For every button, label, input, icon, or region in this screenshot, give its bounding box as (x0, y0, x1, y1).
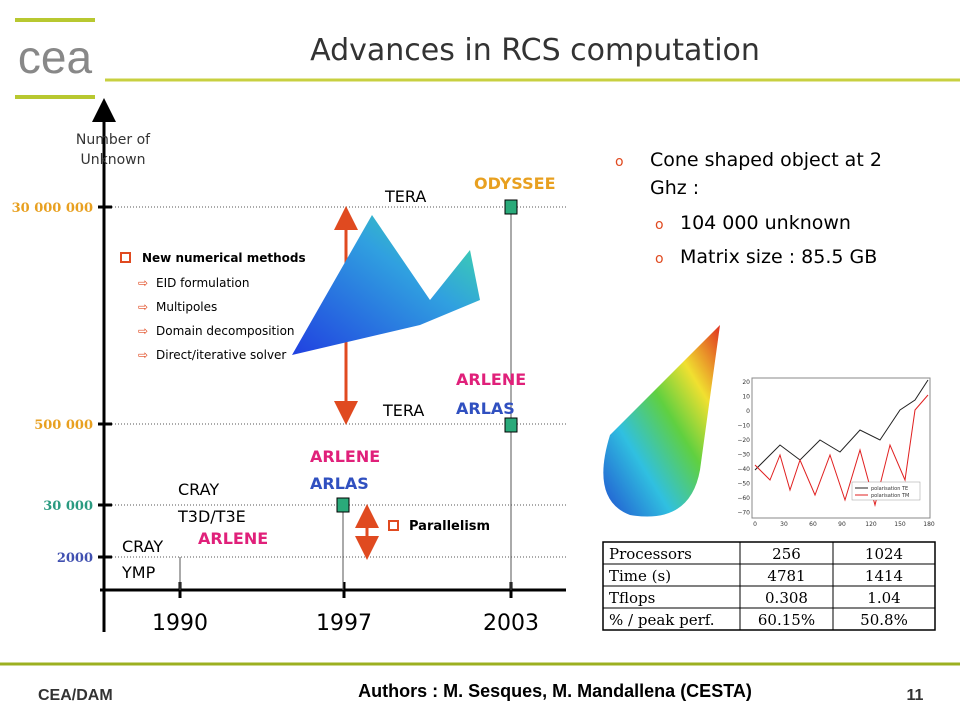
label: Number of (76, 132, 151, 148)
label: CRAY (178, 480, 219, 499)
plot-tick: 60 (809, 521, 817, 528)
sub-bullet: ⇨ (138, 348, 148, 362)
plot-tick: 120 (865, 521, 877, 528)
table-cell: 1.04 (867, 589, 900, 607)
label: 30 000 000 (12, 201, 93, 216)
bullet: o (655, 217, 664, 233)
legend-text: polarisation TE (871, 486, 908, 492)
label: Multipoles (156, 300, 217, 314)
label: ARLENE (198, 529, 268, 548)
cone-image (603, 325, 720, 517)
table-cell: 256 (772, 545, 801, 563)
logo-text: cea (18, 31, 93, 83)
plot-tick: −20 (737, 437, 750, 444)
label: EID formulation (156, 276, 249, 290)
table-cell: % / peak perf. (609, 611, 715, 629)
bullet (388, 520, 399, 531)
plot-tick: 0 (753, 521, 757, 528)
table-cell: 1024 (865, 545, 903, 563)
bullet (120, 252, 131, 263)
plot-tick: −30 (737, 452, 750, 459)
marker (504, 417, 518, 433)
label: YMP (121, 563, 156, 582)
plot-tick: −70 (737, 510, 750, 517)
table-cell: 0.308 (765, 589, 808, 607)
bullet: o (655, 251, 664, 267)
rcs-plot (751, 377, 931, 519)
table-cell: 50.8% (860, 611, 908, 629)
label: ODYSSEE (474, 174, 556, 193)
plot-tick: 10 (742, 394, 750, 401)
plot-tick: 150 (894, 521, 906, 528)
plot-tick: 30 (780, 521, 788, 528)
label: CRAY (122, 537, 163, 556)
logo: cea (15, 18, 95, 99)
grid (98, 199, 566, 598)
sub-bullet: ⇨ (138, 276, 148, 290)
page-number: 11 (907, 687, 924, 704)
bullet: o (615, 154, 624, 170)
label: Unknown (81, 152, 146, 168)
label: ARLENE (310, 447, 380, 466)
label: ARLAS (310, 474, 369, 493)
label: Domain decomposition (156, 324, 295, 338)
label: 104 000 unknown (680, 212, 851, 234)
plot-tick: 20 (742, 379, 750, 386)
marker (504, 199, 518, 215)
aircraft-image (292, 215, 480, 355)
table-cell: Time (s) (609, 567, 671, 585)
table-cell: 4781 (767, 567, 805, 585)
label: 2003 (483, 611, 539, 636)
legend-text: polarisation TM (871, 493, 909, 499)
label: Cone shaped object at 2 (650, 149, 882, 171)
table-cell: Tflops (609, 589, 655, 607)
table-cell: Processors (609, 545, 692, 563)
label: TERA (382, 401, 424, 420)
marker (336, 497, 350, 513)
plot-tick: −60 (737, 495, 750, 502)
label: 30 000 (43, 499, 93, 514)
label: T3D/T3E (177, 507, 246, 526)
plot-tick: 0 (746, 408, 750, 415)
label: 1990 (152, 611, 208, 636)
label: Matrix size : 85.5 GB (680, 246, 877, 268)
plot-tick: −10 (737, 423, 750, 430)
label: 500 000 (34, 418, 93, 433)
table-cell: 60.15% (758, 611, 815, 629)
plot-tick: 90 (838, 521, 846, 528)
label: ARLAS (456, 399, 515, 418)
label: 1997 (316, 611, 372, 636)
perf-table: Processors 256 1024 Time (s) 4781 1414 Tflops 0… (602, 541, 936, 631)
footer-authors: Authors : M. Sesques, M. Mandallena (CES… (358, 681, 752, 701)
plot-tick: −50 (737, 481, 750, 488)
sub-bullet: ⇨ (138, 300, 148, 314)
footer-left: CEA/DAM (38, 687, 113, 704)
plot-tick: 180 (923, 521, 935, 528)
label: TERA (384, 187, 426, 206)
label: ARLENE (456, 370, 526, 389)
label: Ghz : (650, 177, 699, 199)
label: Parallelism (409, 519, 490, 534)
plot-tick: −40 (737, 466, 750, 473)
sub-bullet: ⇨ (138, 324, 148, 338)
label: New numerical methods (142, 251, 306, 265)
title: Advances in RCS computation (310, 33, 760, 68)
table-cell: 1414 (865, 567, 903, 585)
label: Direct/iterative solver (156, 348, 286, 362)
label: 2000 (57, 551, 93, 566)
